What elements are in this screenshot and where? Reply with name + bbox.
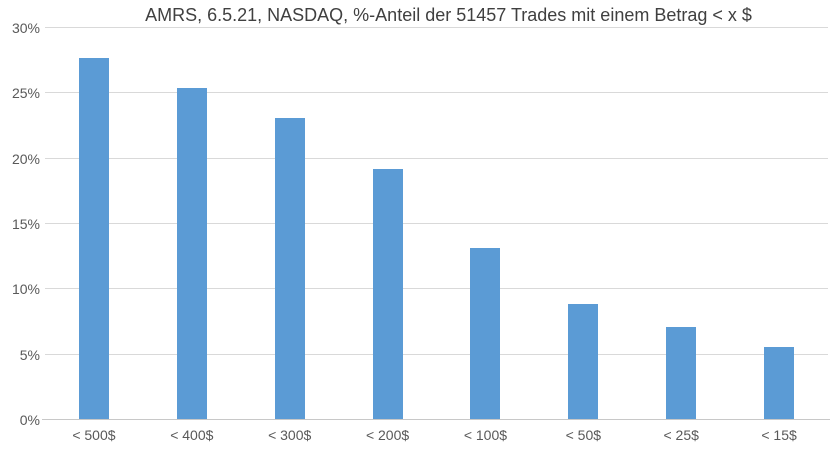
bar (274, 118, 305, 420)
x-tick-label: < 15$ (761, 427, 797, 443)
bar (78, 58, 109, 420)
gridline (45, 157, 828, 159)
x-axis-line (42, 419, 830, 420)
gridline (45, 223, 828, 224)
bar-slot (339, 28, 437, 420)
x-tick-label: < 400$ (170, 427, 214, 443)
bar (764, 346, 795, 420)
x-tick-label: < 300$ (268, 427, 312, 443)
bar-slot (730, 28, 828, 420)
bar (372, 169, 403, 420)
bar (470, 247, 501, 420)
bar-slot (534, 28, 632, 420)
x-tick-label: < 500$ (72, 427, 116, 443)
gridline (45, 27, 828, 28)
bar (176, 88, 207, 420)
bar-slot (45, 28, 143, 420)
bar (568, 303, 599, 420)
gridline (45, 288, 828, 290)
y-tick-label: 20% (11, 150, 40, 167)
y-tick-label: 30% (11, 20, 40, 36)
x-tick-label: < 50$ (565, 427, 602, 443)
y-tick-label: 5% (19, 346, 40, 363)
bar-slot (437, 28, 535, 420)
chart-title: AMRS, 6.5.21, NASDAQ, %-Anteil der 51457… (145, 5, 752, 25)
x-axis: < 500$ < 400$ < 300$ < 200$ < 100$ < 50$ < 25$… (45, 427, 828, 443)
x-tick-label: < 100$ (463, 427, 508, 443)
bar-slot (143, 28, 241, 420)
plot-area (45, 27, 828, 420)
bar (666, 327, 697, 420)
bar-slot (241, 28, 339, 420)
bar-slot (632, 28, 730, 420)
x-tick-label: < 200$ (365, 427, 410, 443)
gridline (45, 92, 828, 94)
x-tick-label: < 25$ (663, 427, 699, 443)
y-tick-label: 0% (19, 412, 40, 428)
bar-series (45, 28, 828, 420)
gridline (45, 353, 828, 355)
y-tick-label: 10% (11, 281, 40, 298)
y-axis: 0% 5% 10% 15% 20% 25% 30% (0, 20, 40, 428)
y-tick-label: 15% (11, 216, 40, 232)
y-tick-label: 25% (11, 85, 40, 102)
